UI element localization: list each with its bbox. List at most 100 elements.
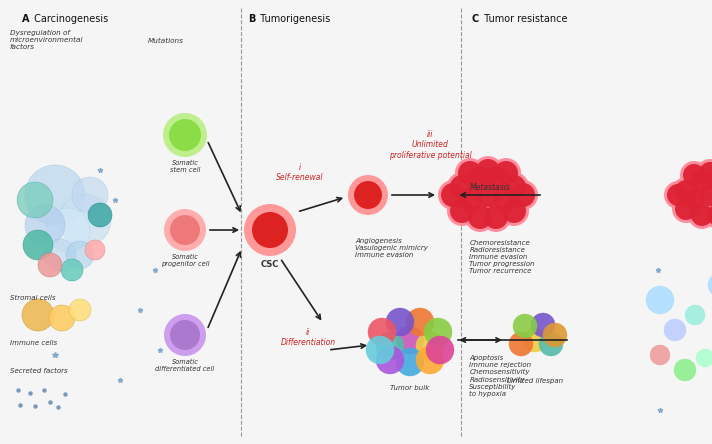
Circle shape (494, 161, 518, 185)
Circle shape (664, 319, 686, 341)
Circle shape (494, 188, 518, 212)
Text: Tumor resistance: Tumor resistance (481, 14, 567, 24)
Circle shape (499, 172, 529, 202)
Circle shape (447, 172, 477, 202)
Circle shape (707, 204, 712, 226)
Circle shape (696, 159, 712, 187)
Text: Apoptosis
Immune rejection
Chemosensitivity
Radiosensitivity
Susceptibility
to h: Apoptosis Immune rejection Chemosensitiv… (469, 355, 531, 397)
Circle shape (44, 239, 76, 271)
Circle shape (664, 181, 692, 209)
Circle shape (685, 305, 705, 325)
Text: Chemoresistance
Radioresistance
Immune evasion
Tumor progression
Tumor recurrenc: Chemoresistance Radioresistance Immune e… (469, 240, 535, 274)
Text: ii
Differentiation: ii Differentiation (281, 328, 335, 347)
Text: Dysregulation of
microenvironmental
factors: Dysregulation of microenvironmental fact… (10, 30, 83, 50)
Circle shape (683, 164, 705, 186)
Circle shape (424, 318, 452, 346)
Circle shape (170, 215, 200, 245)
Circle shape (69, 299, 91, 321)
Circle shape (252, 212, 288, 248)
Circle shape (511, 183, 535, 207)
Text: Immune cells: Immune cells (10, 340, 57, 346)
Circle shape (704, 201, 712, 229)
Text: Carcinogenesis: Carcinogenesis (31, 14, 108, 24)
Circle shape (707, 170, 712, 192)
Circle shape (38, 253, 62, 277)
Circle shape (450, 199, 474, 223)
Circle shape (509, 332, 533, 356)
Circle shape (696, 181, 712, 209)
Circle shape (502, 199, 526, 223)
Circle shape (85, 240, 105, 260)
Circle shape (473, 156, 503, 186)
Text: Limited lifespan: Limited lifespan (507, 378, 563, 384)
Circle shape (650, 345, 670, 365)
Circle shape (691, 204, 712, 226)
Circle shape (476, 183, 500, 207)
Text: A: A (22, 14, 29, 24)
Text: CSC: CSC (261, 260, 279, 269)
Circle shape (481, 202, 511, 232)
Circle shape (675, 198, 697, 220)
Circle shape (447, 196, 477, 226)
Circle shape (464, 164, 494, 194)
Circle shape (17, 182, 53, 218)
Text: Stromal cells: Stromal cells (10, 295, 56, 301)
Circle shape (484, 205, 508, 229)
Circle shape (691, 170, 712, 192)
Circle shape (169, 119, 201, 151)
Circle shape (376, 346, 404, 374)
Text: C: C (472, 14, 479, 24)
Circle shape (699, 184, 712, 206)
Circle shape (368, 318, 396, 346)
Circle shape (59, 194, 111, 246)
Circle shape (502, 175, 526, 199)
Circle shape (348, 175, 388, 215)
Circle shape (396, 326, 424, 354)
Circle shape (543, 323, 567, 347)
Text: iii
Unlimited
proliferative potential: iii Unlimited proliferative potential (389, 130, 471, 160)
Circle shape (438, 180, 468, 210)
Circle shape (683, 188, 705, 210)
Circle shape (22, 299, 54, 331)
Circle shape (450, 175, 474, 199)
Text: Secreted factors: Secreted factors (10, 368, 68, 374)
Circle shape (164, 314, 206, 356)
Circle shape (416, 346, 444, 374)
Text: Somatic
progenitor cell: Somatic progenitor cell (161, 254, 209, 267)
Circle shape (688, 167, 712, 195)
Circle shape (646, 286, 674, 314)
Circle shape (476, 159, 500, 183)
Circle shape (467, 167, 491, 191)
Circle shape (25, 165, 85, 225)
Circle shape (49, 305, 75, 331)
Circle shape (482, 164, 512, 194)
Circle shape (672, 195, 700, 223)
Circle shape (473, 180, 503, 210)
Circle shape (72, 177, 108, 213)
Circle shape (455, 185, 485, 215)
Text: Angiogenesis
Vasulogenic mimicry
Immune evasion: Angiogenesis Vasulogenic mimicry Immune … (355, 238, 428, 258)
Circle shape (680, 185, 708, 213)
Text: Tumor bulk: Tumor bulk (390, 385, 429, 391)
Text: Tumorigenesis: Tumorigenesis (257, 14, 330, 24)
Circle shape (25, 205, 65, 245)
Circle shape (406, 308, 434, 336)
Circle shape (708, 273, 712, 297)
Circle shape (23, 230, 53, 260)
Circle shape (539, 332, 563, 356)
Circle shape (354, 181, 382, 209)
Text: Mutations: Mutations (148, 38, 184, 44)
Circle shape (426, 336, 454, 364)
Circle shape (667, 184, 689, 206)
Circle shape (88, 203, 112, 227)
Circle shape (485, 167, 509, 191)
Circle shape (699, 162, 712, 184)
Circle shape (386, 308, 414, 336)
Circle shape (366, 336, 394, 364)
Circle shape (696, 349, 712, 367)
Circle shape (465, 202, 495, 232)
Text: i
Self-renewal: i Self-renewal (276, 163, 324, 182)
Circle shape (672, 177, 700, 205)
Circle shape (396, 348, 424, 376)
Circle shape (508, 180, 538, 210)
